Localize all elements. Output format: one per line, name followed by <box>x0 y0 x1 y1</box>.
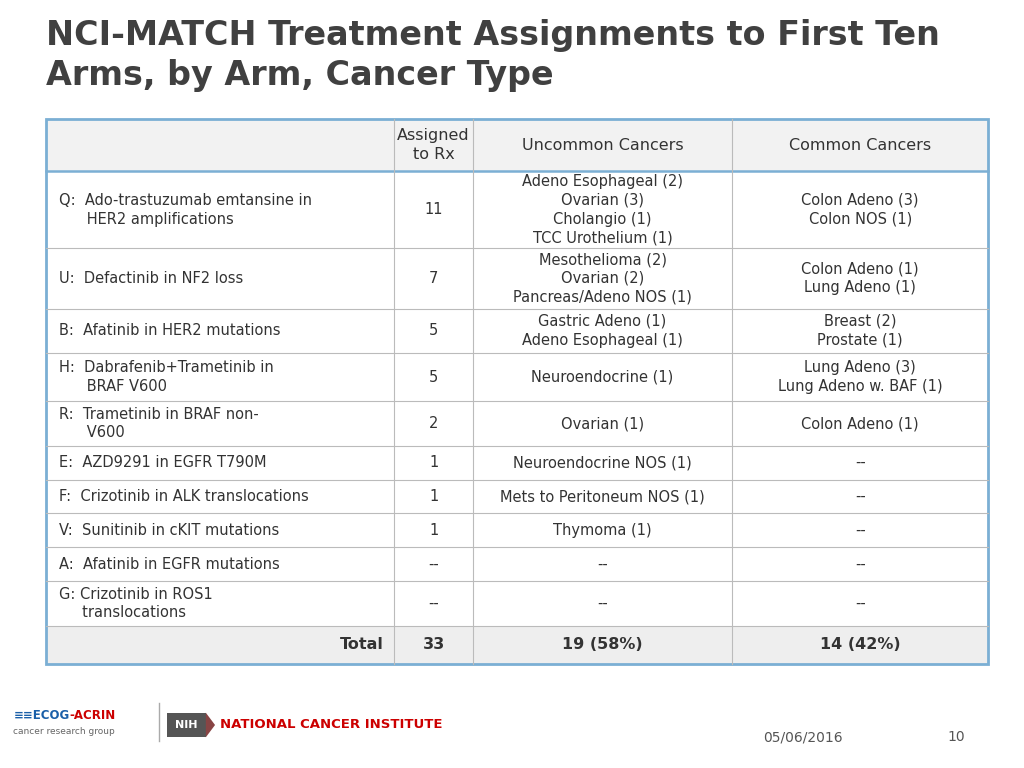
Text: Thymoma (1): Thymoma (1) <box>553 523 652 538</box>
Text: 5: 5 <box>429 369 438 385</box>
Text: F:  Crizotinib in ALK translocations: F: Crizotinib in ALK translocations <box>59 489 309 504</box>
Text: --: -- <box>855 455 865 470</box>
Text: Ovarian (1): Ovarian (1) <box>561 416 644 431</box>
Text: G: Crizotinib in ROS1
     translocations: G: Crizotinib in ROS1 translocations <box>59 587 213 621</box>
Text: 19 (58%): 19 (58%) <box>562 637 643 653</box>
Text: --: -- <box>855 489 865 504</box>
Text: 05/06/2016: 05/06/2016 <box>763 730 843 744</box>
Text: 1: 1 <box>429 523 438 538</box>
Text: NATIONAL CANCER INSTITUTE: NATIONAL CANCER INSTITUTE <box>220 719 442 731</box>
Text: -ACRIN: -ACRIN <box>70 710 116 722</box>
Text: U:  Defactinib in NF2 loss: U: Defactinib in NF2 loss <box>59 271 244 286</box>
Text: Adeno Esophageal (2)
Ovarian (3)
Cholangio (1)
TCC Urothelium (1): Adeno Esophageal (2) Ovarian (3) Cholang… <box>522 174 683 245</box>
Text: Colon Adeno (3)
Colon NOS (1): Colon Adeno (3) Colon NOS (1) <box>802 193 919 227</box>
Text: Breast (2)
Prostate (1): Breast (2) Prostate (1) <box>817 314 903 348</box>
Text: 11: 11 <box>424 202 443 217</box>
Text: Common Cancers: Common Cancers <box>790 137 931 153</box>
Text: 1: 1 <box>429 455 438 470</box>
Text: --: -- <box>855 557 865 572</box>
Text: Uncommon Cancers: Uncommon Cancers <box>522 137 683 153</box>
Text: Q:  Ado-trastuzumab emtansine in
      HER2 amplifications: Q: Ado-trastuzumab emtansine in HER2 amp… <box>59 193 312 227</box>
Text: 2: 2 <box>429 416 438 431</box>
Text: Mesothelioma (2)
Ovarian (2)
Pancreas/Adeno NOS (1): Mesothelioma (2) Ovarian (2) Pancreas/Ad… <box>513 252 692 304</box>
Text: Mets to Peritoneum NOS (1): Mets to Peritoneum NOS (1) <box>501 489 705 504</box>
Text: cancer research group: cancer research group <box>13 727 115 736</box>
Text: --: -- <box>855 596 865 611</box>
Bar <box>46 119 988 171</box>
Text: 10: 10 <box>947 730 965 744</box>
Text: 33: 33 <box>423 637 444 653</box>
Text: Neuroendocrine (1): Neuroendocrine (1) <box>531 369 674 385</box>
Text: B:  Afatinib in HER2 mutations: B: Afatinib in HER2 mutations <box>59 323 281 338</box>
Text: Colon Adeno (1)
Lung Adeno (1): Colon Adeno (1) Lung Adeno (1) <box>802 262 919 295</box>
Text: H:  Dabrafenib+Trametinib in
      BRAF V600: H: Dabrafenib+Trametinib in BRAF V600 <box>59 360 274 394</box>
Text: V:  Sunitinib in cKIT mutations: V: Sunitinib in cKIT mutations <box>59 523 280 538</box>
Text: Assigned
to Rx: Assigned to Rx <box>397 128 470 162</box>
Text: --: -- <box>855 523 865 538</box>
Text: --: -- <box>597 557 608 572</box>
Text: Neuroendocrine NOS (1): Neuroendocrine NOS (1) <box>513 455 692 470</box>
Text: ≡≡ECOG: ≡≡ECOG <box>13 710 70 722</box>
Text: Gastric Adeno (1)
Adeno Esophageal (1): Gastric Adeno (1) Adeno Esophageal (1) <box>522 314 683 348</box>
Text: --: -- <box>428 596 439 611</box>
Bar <box>46 626 988 664</box>
Text: Total: Total <box>340 637 384 653</box>
Text: 1: 1 <box>429 489 438 504</box>
Text: 14 (42%): 14 (42%) <box>820 637 900 653</box>
Text: NCI-MATCH Treatment Assignments to First Ten
Arms, by Arm, Cancer Type: NCI-MATCH Treatment Assignments to First… <box>46 19 940 91</box>
Text: 5: 5 <box>429 323 438 338</box>
Text: Lung Adeno (3)
Lung Adeno w. BAF (1): Lung Adeno (3) Lung Adeno w. BAF (1) <box>778 360 942 394</box>
Polygon shape <box>206 713 215 737</box>
Bar <box>167 713 206 737</box>
Text: A:  Afatinib in EGFR mutations: A: Afatinib in EGFR mutations <box>59 557 281 572</box>
Text: NIH: NIH <box>175 720 198 730</box>
Text: R:  Trametinib in BRAF non-
      V600: R: Trametinib in BRAF non- V600 <box>59 407 259 440</box>
Text: Colon Adeno (1): Colon Adeno (1) <box>802 416 919 431</box>
Text: 7: 7 <box>429 271 438 286</box>
Text: --: -- <box>597 596 608 611</box>
Text: E:  AZD9291 in EGFR T790M: E: AZD9291 in EGFR T790M <box>59 455 267 470</box>
Text: --: -- <box>428 557 439 572</box>
